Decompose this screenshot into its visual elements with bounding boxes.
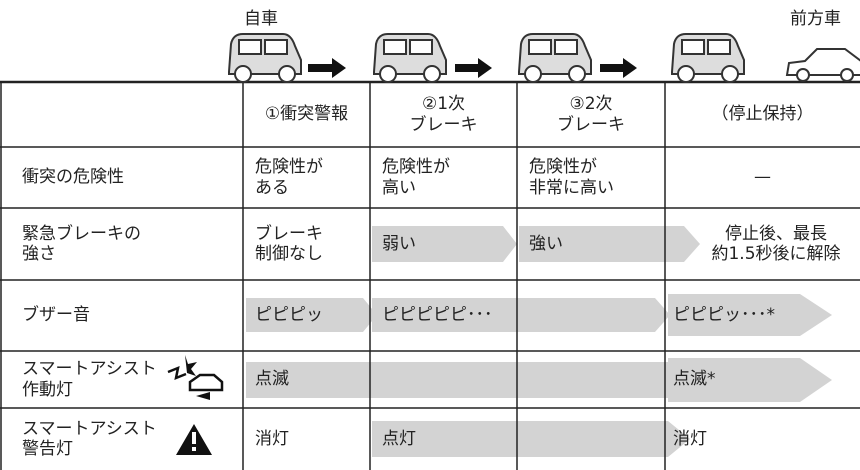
row-label: スマートアシスト 作動灯: [22, 359, 157, 400]
cell: 消灯: [255, 428, 289, 449]
arrow-text: ピピピピピ･･･: [382, 305, 493, 326]
row-label: 緊急ブレーキの 強さ: [22, 223, 141, 264]
arrow-text: ピピピッ･･･*: [673, 305, 775, 326]
header-cell: ③2次 ブレーキ: [557, 94, 625, 135]
row-label: スマートアシスト 警告灯: [22, 418, 157, 459]
row-label: ブザー音: [22, 305, 90, 326]
cell: 危険性が 非常に高い: [529, 157, 614, 198]
front-car-label: 前方車: [790, 8, 841, 29]
header-cell: （停止保持）: [711, 104, 814, 125]
cell: —: [754, 167, 771, 188]
arrows: [246, 226, 832, 457]
arrow-text: 点灯: [382, 428, 416, 449]
header-cell: ②1次 ブレーキ: [409, 94, 478, 135]
arrow-text: 弱い: [382, 233, 416, 254]
flow-arrows: [308, 58, 637, 78]
cell: ブレーキ 制御なし: [255, 223, 323, 264]
collision-icon: [167, 355, 224, 400]
cell: 危険性が 高い: [382, 157, 450, 198]
row-label: 衝突の危険性: [22, 167, 124, 188]
arrow-text: 強い: [529, 233, 563, 254]
warning-icon: [176, 424, 212, 455]
car-icons: [228, 33, 860, 83]
header-cell: ①衝突警報: [264, 104, 349, 125]
own-car-label: 自車: [244, 8, 278, 29]
cell: 消灯: [673, 428, 707, 449]
arrow-text: ピピピッ: [255, 305, 323, 326]
arrow-text: 点滅*: [673, 369, 716, 390]
cell: 停止後、最長 約1.5秒後に解除: [711, 223, 841, 264]
cell: 危険性が ある: [255, 157, 323, 198]
arrow-text: 点滅: [255, 369, 289, 390]
